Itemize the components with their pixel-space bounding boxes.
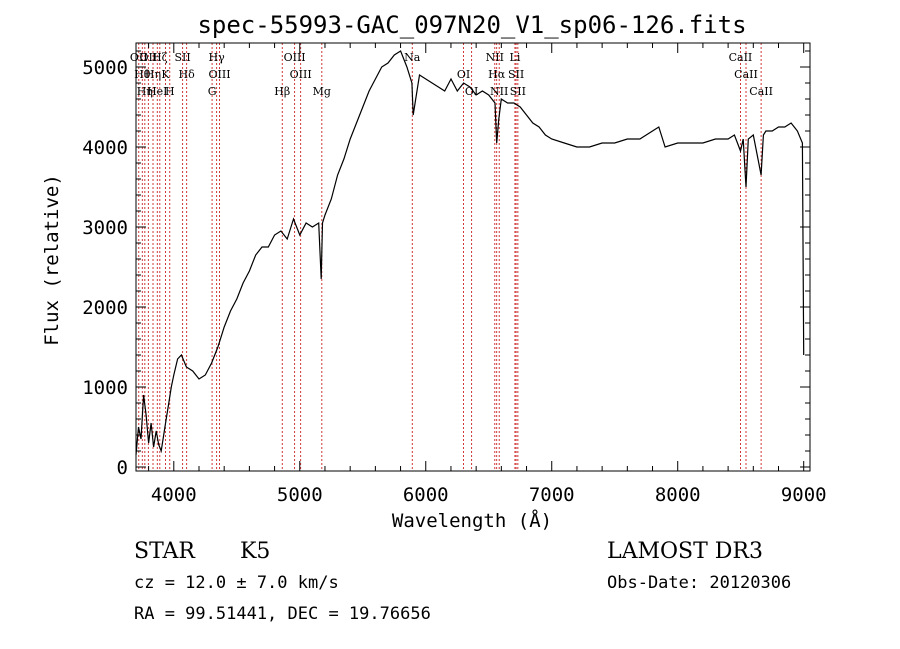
x-tick-label: 4000 [151, 484, 197, 506]
x-axis-ticks: 4000 5000 6000 7000 8000 9000 [148, 43, 827, 506]
spectral-line-label: Hη [145, 68, 161, 81]
spectral-line-label: OI [465, 85, 478, 98]
x-axis-label: Wavelength (Å) [392, 509, 552, 532]
spectral-line-label: Li [510, 51, 521, 64]
spectral-line-label: Hθ [134, 68, 151, 81]
object-type: STAR [134, 539, 196, 564]
spectral-line-label: Hα [488, 68, 506, 81]
spectral-line-label: Mg [313, 85, 331, 98]
spectral-line-label: OIII [284, 51, 306, 64]
y-tick-label: 2000 [82, 297, 128, 319]
y-axis-ticks: 0 1000 2000 3000 4000 5000 [82, 50, 810, 479]
spectral-line-label: OII [130, 51, 148, 64]
x-tick-label: 6000 [403, 484, 449, 506]
spectral-line-labels: OIIHθHηOIIHηHeIHζKHSIIHδGHγOIIIHβOIIIOII… [130, 51, 773, 98]
spectral-line-label: HeI [147, 85, 167, 98]
plot-frame [135, 42, 811, 472]
redshift-text: cz = 12.0 ± 7.0 km/s [134, 573, 339, 593]
obs-date: Obs-Date: 20120306 [607, 573, 791, 593]
spectral-line-label: CaII [734, 68, 758, 81]
y-tick-label: 4000 [82, 137, 128, 159]
spectral-line-marks [138, 43, 762, 471]
y-tick-label: 5000 [82, 57, 128, 79]
spectral-line-label: SII [508, 68, 524, 81]
spectral-line-label: CaII [729, 51, 753, 64]
survey-name: LAMOST DR3 [607, 539, 763, 564]
spectral-line-label: CaII [749, 85, 773, 98]
spectral-line-label: H [165, 85, 175, 98]
y-tick-label: 0 [117, 457, 128, 479]
spectral-line-label: OIII [290, 68, 312, 81]
chart-title: spec-55993-GAC_097N20_V1_sp06-126.fits [197, 11, 746, 39]
y-tick-label: 1000 [82, 377, 128, 399]
subclass: K5 [240, 539, 270, 564]
spectral-line-label: K [161, 68, 170, 81]
y-axis-label: Flux (relative) [41, 174, 63, 346]
spectral-line-label: OIII [208, 68, 230, 81]
x-tick-label: 5000 [277, 484, 323, 506]
spectral-line-label: Hδ [179, 68, 196, 81]
x-tick-label: 7000 [529, 484, 575, 506]
coordinates-text: RA = 99.51441, DEC = 19.76656 [134, 604, 431, 624]
spectral-line-label: Hη [137, 85, 153, 98]
x-tick-label: 8000 [655, 484, 701, 506]
x-tick-label: 9000 [781, 484, 827, 506]
spectral-line-label: Hβ [274, 85, 290, 98]
spectral-line-label: Hγ [209, 51, 226, 64]
spectral-line-label: G [208, 85, 217, 98]
spectral-line-label: Hζ [152, 51, 168, 64]
spectral-line-label: NII [486, 51, 504, 64]
spectral-line-label: SII [174, 51, 190, 64]
spectral-line-label: SII [510, 85, 526, 98]
spectrum-series-line [135, 50, 805, 456]
y-tick-label: 3000 [82, 217, 128, 239]
spectral-line-label: NII [490, 85, 508, 98]
spectral-line-label: OII [139, 51, 157, 64]
spectral-line-label: OI [457, 68, 470, 81]
spectral-line-label: Na [404, 51, 421, 64]
